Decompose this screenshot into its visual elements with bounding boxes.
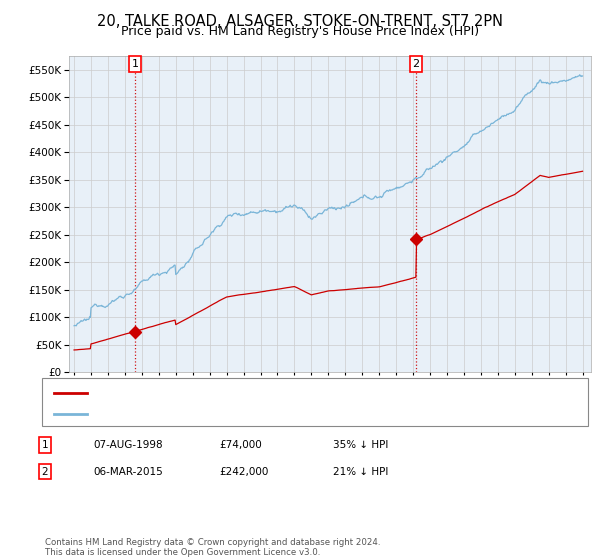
Text: 21% ↓ HPI: 21% ↓ HPI: [333, 466, 388, 477]
Text: 2: 2: [412, 59, 419, 69]
Text: 20, TALKE ROAD, ALSAGER, STOKE-ON-TRENT, ST7 2PN: 20, TALKE ROAD, ALSAGER, STOKE-ON-TRENT,…: [97, 14, 503, 29]
Text: 20, TALKE ROAD, ALSAGER, STOKE-ON-TRENT, ST7 2PN (detached house): 20, TALKE ROAD, ALSAGER, STOKE-ON-TRENT,…: [93, 388, 453, 398]
Text: 2: 2: [41, 466, 49, 477]
Text: 35% ↓ HPI: 35% ↓ HPI: [333, 440, 388, 450]
Text: 1: 1: [41, 440, 49, 450]
Text: Contains HM Land Registry data © Crown copyright and database right 2024.
This d: Contains HM Land Registry data © Crown c…: [45, 538, 380, 557]
Text: £74,000: £74,000: [219, 440, 262, 450]
Text: £242,000: £242,000: [219, 466, 268, 477]
Text: HPI: Average price, detached house, Cheshire East: HPI: Average price, detached house, Ches…: [93, 409, 341, 418]
Text: Price paid vs. HM Land Registry's House Price Index (HPI): Price paid vs. HM Land Registry's House …: [121, 25, 479, 38]
Text: 06-MAR-2015: 06-MAR-2015: [93, 466, 163, 477]
Text: 07-AUG-1998: 07-AUG-1998: [93, 440, 163, 450]
Text: 1: 1: [131, 59, 139, 69]
